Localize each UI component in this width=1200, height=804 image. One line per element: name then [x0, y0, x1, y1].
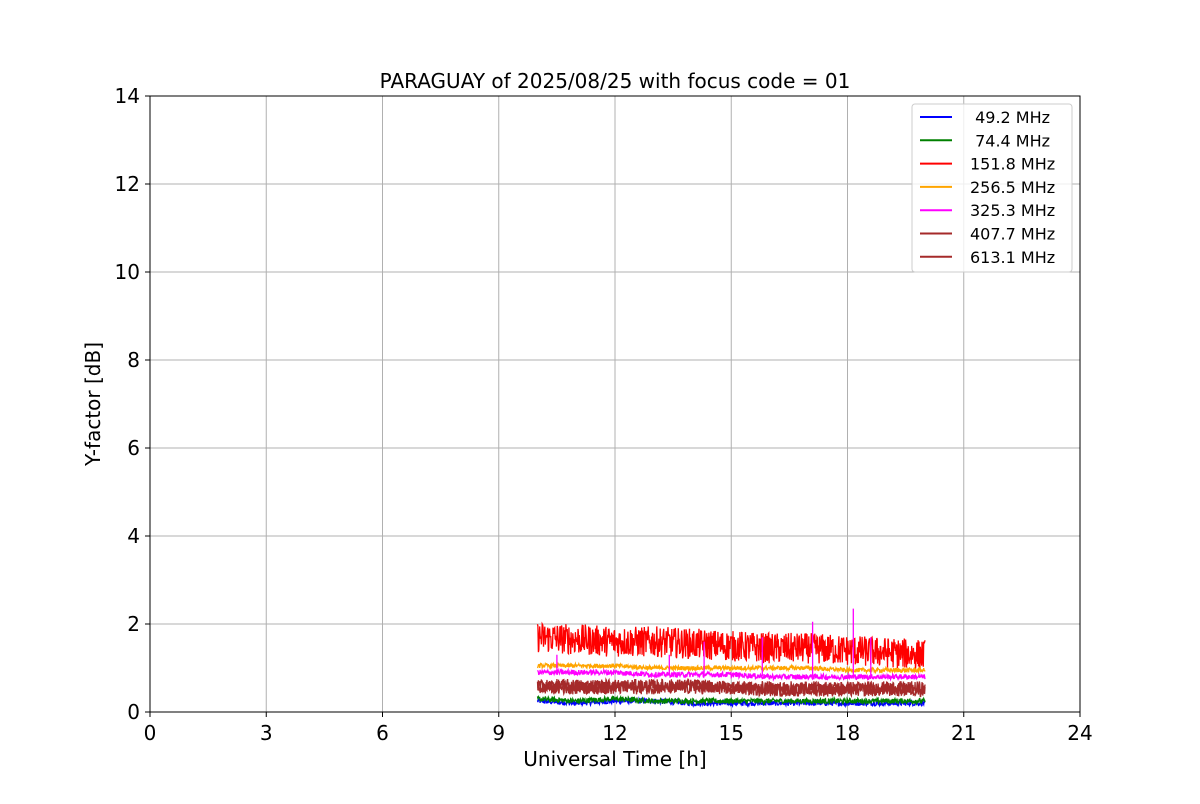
x-tick-label: 24 — [1067, 721, 1092, 745]
x-tick-label: 3 — [260, 721, 273, 745]
x-tick-label: 0 — [144, 721, 157, 745]
legend: 49.2 MHz 74.4 MHz 151.8 MHz 256.5 MHz 325.3… — [911, 103, 1073, 273]
y-tick-label: 4 — [127, 524, 140, 548]
legend-box — [911, 103, 1073, 273]
y-tick-label: 8 — [127, 348, 140, 372]
chart-title: PARAGUAY of 2025/08/25 with focus code =… — [380, 69, 851, 93]
y-tick-label: 0 — [127, 700, 140, 724]
x-tick-label: 18 — [835, 721, 860, 745]
legend-label: 74.4 MHz — [970, 131, 1050, 150]
x-tick-label: 21 — [951, 721, 976, 745]
y-tick-label: 2 — [127, 612, 140, 636]
x-tick-label: 15 — [719, 721, 744, 745]
series-line — [536, 661, 926, 675]
x-axis: 0 3 6 9 12 15 18 21 24 — [144, 712, 1093, 745]
legend-label: 407.7 MHz — [970, 225, 1055, 244]
y-tick-label: 14 — [115, 84, 140, 108]
y-tick-label: 10 — [115, 260, 140, 284]
series-line — [536, 608, 926, 682]
y-axis-label: Y-factor [dB] — [81, 342, 105, 467]
x-tick-label: 9 — [492, 721, 505, 745]
x-axis-label: Universal Time [h] — [523, 747, 706, 771]
y-axis: 0 2 4 6 8 10 12 14 — [115, 84, 150, 724]
series-line — [536, 621, 926, 670]
legend-label: 325.3 MHz — [970, 201, 1055, 220]
x-tick-label: 12 — [602, 721, 627, 745]
y-tick-label: 12 — [115, 172, 140, 196]
legend-label: 256.5 MHz — [970, 178, 1055, 197]
legend-label: 49.2 MHz — [970, 108, 1050, 127]
legend-label: 151.8 MHz — [970, 155, 1055, 174]
series-line — [536, 678, 926, 699]
series-line — [536, 694, 926, 706]
legend-label: 613.1 MHz — [970, 248, 1055, 267]
series-layer — [536, 608, 926, 709]
y-tick-label: 6 — [127, 436, 140, 460]
x-tick-label: 6 — [376, 721, 389, 745]
